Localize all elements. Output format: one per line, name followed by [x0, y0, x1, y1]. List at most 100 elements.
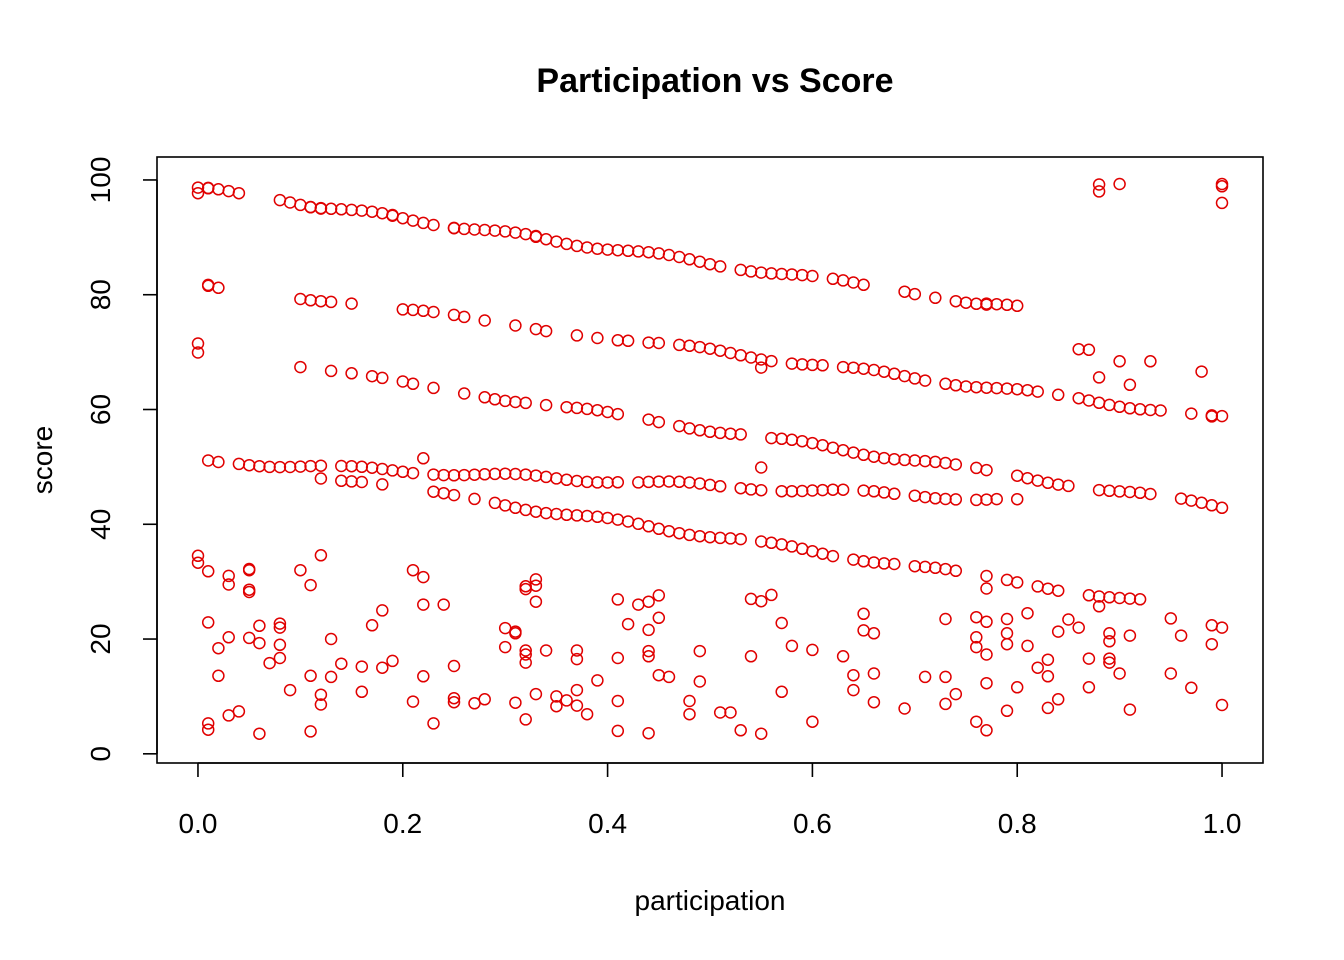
data-point: [662, 670, 676, 684]
data-point: [949, 458, 963, 471]
data-point: [785, 433, 799, 447]
data-point: [1041, 653, 1055, 666]
y-tick-label: 0: [85, 746, 116, 762]
data-point: [1215, 698, 1229, 712]
data-point: [1082, 589, 1096, 602]
data-point: [693, 424, 707, 437]
data-point: [304, 294, 317, 307]
data-point: [324, 632, 338, 646]
data-point: [406, 695, 420, 708]
data-point: [826, 441, 840, 454]
data-point: [283, 196, 297, 209]
data-point: [754, 594, 768, 608]
data-point: [1103, 484, 1116, 498]
data-point: [457, 468, 471, 482]
data-point: [990, 381, 1003, 395]
data-point: [806, 544, 819, 558]
data-point: [662, 475, 676, 488]
data-point: [1113, 485, 1126, 498]
data-point: [294, 360, 307, 374]
data-point: [836, 443, 850, 457]
data-point: [355, 460, 369, 474]
data-point: [468, 468, 481, 481]
data-point: [314, 459, 328, 472]
data-point: [836, 274, 850, 287]
data-point: [806, 436, 819, 450]
data-point: [1185, 494, 1198, 507]
data-point: [673, 338, 686, 352]
data-point: [816, 438, 829, 452]
data-point: [519, 227, 532, 241]
data-point: [191, 186, 205, 200]
data-point: [632, 476, 645, 489]
data-point: [642, 623, 655, 637]
data-point: [1072, 342, 1085, 356]
data-point: [1062, 613, 1075, 626]
data-point: [1092, 483, 1106, 497]
data-point: [529, 230, 543, 244]
data-point: [447, 691, 461, 705]
data-point: [201, 454, 215, 467]
data-point: [509, 226, 522, 239]
data-point: [396, 303, 410, 316]
data-point: [447, 221, 461, 235]
data-point: [406, 466, 420, 480]
data-point: [468, 492, 481, 506]
data-point: [929, 492, 942, 505]
data-point: [816, 547, 829, 560]
data-point: [857, 555, 870, 568]
data-point: [611, 476, 625, 489]
data-point: [273, 617, 287, 630]
data-point: [898, 369, 911, 383]
data-point: [1051, 625, 1065, 638]
data-point: [406, 377, 420, 391]
data-point: [1113, 667, 1126, 680]
data-point: [314, 201, 328, 215]
data-point: [754, 535, 768, 548]
data-point: [304, 201, 317, 214]
data-point: [775, 432, 788, 446]
data-point: [724, 706, 737, 719]
data-point: [836, 650, 850, 663]
data-point: [652, 522, 666, 536]
data-point: [304, 669, 317, 683]
data-point: [253, 636, 266, 650]
data-point: [212, 641, 225, 655]
data-point: [427, 381, 440, 395]
data-point: [1051, 584, 1065, 597]
data-point: [1133, 486, 1147, 500]
data-point: [1041, 670, 1055, 683]
data-point: [498, 499, 512, 512]
data-point: [734, 481, 747, 495]
data-point: [345, 203, 358, 217]
data-point: [744, 650, 758, 663]
data-point: [611, 407, 625, 421]
data-point: [273, 638, 287, 652]
data-point: [683, 253, 696, 266]
data-point: [427, 468, 440, 481]
chart-title: Participation vs Score: [536, 62, 893, 100]
data-point: [806, 715, 819, 728]
data-point: [1174, 492, 1188, 505]
data-point: [1000, 637, 1014, 651]
data-point: [765, 354, 778, 368]
data-point: [642, 475, 655, 489]
data-point: [263, 656, 276, 670]
data-point: [376, 206, 389, 220]
data-point: [355, 204, 369, 217]
data-point: [918, 560, 932, 574]
data-point: [539, 470, 553, 484]
data-point: [1113, 177, 1126, 191]
data-point: [242, 458, 256, 472]
data-point: [713, 260, 727, 273]
data-point: [888, 452, 901, 466]
data-point: [232, 186, 246, 200]
data-point: [1092, 371, 1106, 384]
data-point: [355, 685, 369, 699]
data-point: [478, 314, 491, 327]
data-point: [673, 250, 686, 264]
data-point: [611, 694, 625, 708]
data-point: [683, 694, 696, 708]
data-point: [980, 493, 993, 506]
data-point: [970, 631, 983, 644]
